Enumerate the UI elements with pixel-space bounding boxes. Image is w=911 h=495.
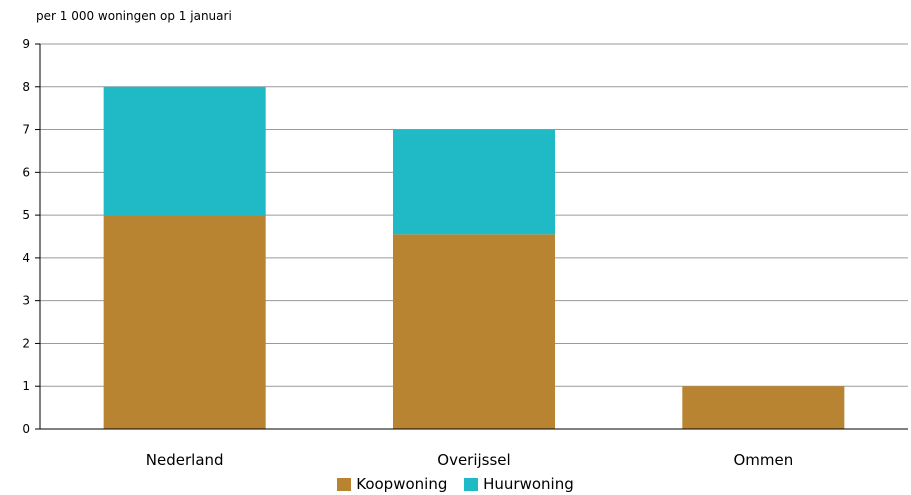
y-tick-label-3: 3 bbox=[22, 294, 30, 308]
x-tick-labels: Nederland Overijssel Ommen bbox=[146, 451, 793, 469]
legend-item-huurwoning: Huurwoning bbox=[464, 475, 574, 493]
y-tick-label-0: 0 bbox=[22, 422, 30, 436]
y-tick-label-7: 7 bbox=[22, 123, 30, 137]
y-tick-label-5: 5 bbox=[22, 208, 30, 222]
x-tick-label-ommen: Ommen bbox=[733, 451, 793, 469]
y-tick-label-8: 8 bbox=[22, 80, 30, 94]
axes bbox=[35, 43, 908, 430]
bar-overijssel-huurwoning bbox=[392, 129, 556, 235]
bar-nederland-koopwoning bbox=[103, 215, 266, 429]
x-tick-label-overijssel: Overijssel bbox=[437, 451, 510, 469]
bar-ommen-koopwoning bbox=[682, 386, 845, 429]
legend-item-koopwoning: Koopwoning bbox=[337, 475, 447, 493]
y-tick-labels: 0 1 2 3 4 5 6 7 8 9 bbox=[22, 37, 30, 436]
x-tick-label-nederland: Nederland bbox=[146, 451, 224, 469]
legend-label-koopwoning: Koopwoning bbox=[356, 475, 448, 493]
y-tick-label-1: 1 bbox=[22, 379, 30, 393]
y-tick-label-4: 4 bbox=[22, 251, 30, 265]
legend-swatch-huurwoning bbox=[464, 477, 479, 491]
y-axis-unit-label: per 1 000 woningen op 1 januari bbox=[36, 9, 232, 23]
legend-swatch-koopwoning bbox=[337, 477, 352, 491]
y-tick-label-6: 6 bbox=[22, 165, 30, 179]
bar-series bbox=[103, 86, 845, 429]
legend-label-huurwoning: Huurwoning bbox=[483, 475, 574, 493]
bar-nederland-huurwoning bbox=[103, 86, 266, 216]
bar-overijssel-koopwoning bbox=[392, 234, 556, 429]
legend: Koopwoning Huurwoning bbox=[0, 475, 911, 495]
y-tick-label-2: 2 bbox=[22, 336, 30, 350]
y-tick-label-9: 9 bbox=[22, 37, 30, 51]
